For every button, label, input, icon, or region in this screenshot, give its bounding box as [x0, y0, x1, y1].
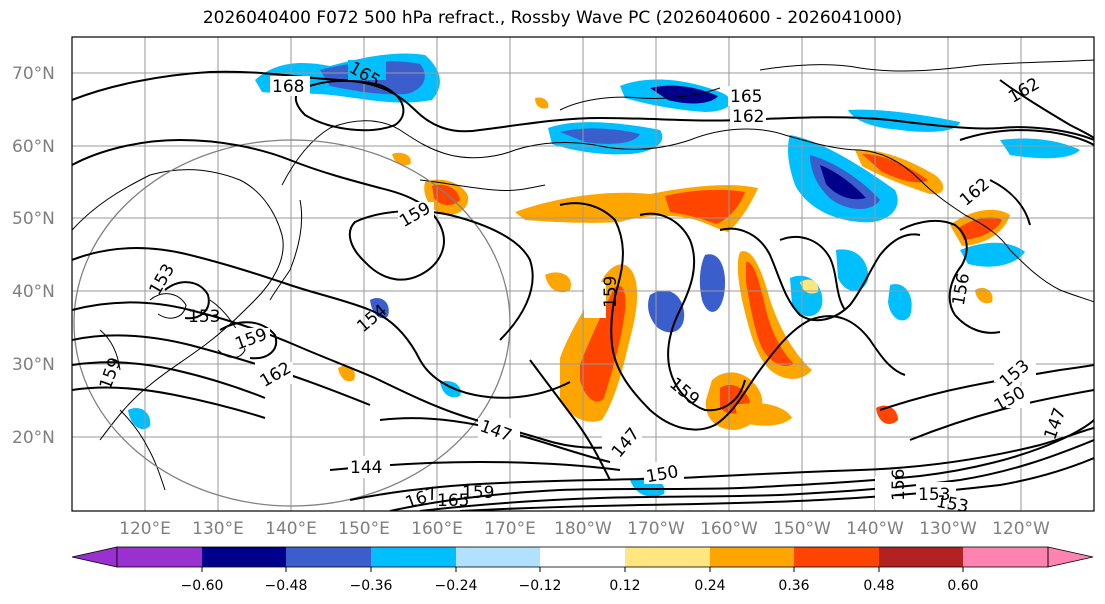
lon-label: 170°W: [627, 519, 685, 539]
neg-patch: [650, 85, 718, 104]
contour-label: 165: [437, 491, 469, 511]
lon-label: 140°E: [265, 519, 317, 539]
contour-label: 156: [889, 469, 909, 501]
lon-label: 160°W: [700, 519, 758, 539]
pos-patch: [735, 403, 792, 426]
pos-patch: [665, 189, 745, 224]
pos-patch: [958, 217, 1002, 240]
lon-label: 150°E: [338, 519, 390, 539]
contour-label: 153: [188, 307, 220, 327]
lat-label: 70°N: [12, 64, 55, 84]
latitude-labels: 70°N 60°N 50°N 40°N 30°N 20°N: [12, 64, 55, 448]
colorbar-label: −0.48: [265, 578, 308, 594]
neg-patch: [1000, 138, 1080, 159]
colorbar-extend-left: [71, 546, 118, 568]
longitude-labels: 120°E 130°E 140°E 150°E 160°E 170°E 180°…: [119, 519, 1050, 539]
contour-label: 162: [732, 107, 764, 127]
lat-label: 40°N: [12, 282, 55, 302]
contour-label: 159: [601, 276, 621, 308]
pos-patch: [975, 287, 993, 304]
pos-patch: [862, 154, 928, 183]
colorbar-label: 0.12: [609, 578, 640, 594]
colorbar-label: 0.24: [694, 578, 725, 594]
colorbar-extend-right: [1047, 546, 1094, 568]
colorbar-segment: [456, 547, 540, 567]
colorbar-segment: [963, 547, 1048, 567]
neg-patch: [820, 165, 866, 200]
colorbar-segment: [710, 547, 794, 567]
pos-patch: [580, 285, 626, 402]
lon-label: 120°E: [119, 519, 171, 539]
colorbar-label: −0.12: [519, 578, 562, 594]
neg-patch: [699, 254, 726, 312]
pos-patch: [338, 365, 355, 382]
pos-patch: [545, 272, 571, 293]
colorbar: −0.60 −0.48 −0.36 −0.24 −0.12 0.12 0.24 …: [71, 546, 1094, 594]
pos-patch: [800, 279, 819, 294]
lat-label: 50°N: [12, 209, 55, 229]
contour-label: 159: [462, 483, 494, 503]
pos-patch: [535, 97, 549, 109]
colorbar-label: −0.24: [435, 578, 478, 594]
pos-patch: [746, 261, 794, 367]
contour-label: 153: [918, 485, 950, 505]
colorbar-segment: [625, 547, 710, 567]
lon-label: 140°W: [846, 519, 904, 539]
neg-patch: [888, 284, 912, 321]
colorbar-segment: [286, 547, 371, 567]
colorbar-segment: [794, 547, 879, 567]
graticule: [72, 37, 1094, 511]
coastlines: [72, 59, 1094, 491]
colorbar-segment: [117, 547, 202, 567]
colorbar-label: 0.48: [863, 578, 894, 594]
colorbar-label: 0.60: [947, 578, 978, 594]
contour-label: 153: [935, 492, 970, 517]
neg-patch: [370, 297, 389, 319]
lon-label: 180°W: [554, 519, 612, 539]
colorbar-segment: [202, 547, 286, 567]
contour-label: 168: [272, 77, 304, 97]
lon-label: 130°W: [919, 519, 977, 539]
neg-patch: [836, 249, 869, 292]
colorbar-segment: [371, 547, 456, 567]
map-title: 2026040400 F072 500 hPa refract., Rossby…: [202, 8, 903, 28]
neg-patch: [560, 128, 640, 144]
lat-label: 30°N: [12, 355, 55, 375]
map-frame: [71, 36, 1095, 512]
colorbar-label: −0.60: [181, 578, 224, 594]
lon-label: 160°E: [411, 519, 463, 539]
lon-label: 120°W: [992, 519, 1050, 539]
colorbar-segment: [879, 547, 963, 567]
lon-label: 150°W: [773, 519, 831, 539]
lat-label: 60°N: [12, 137, 55, 157]
contour-label: 165: [730, 87, 762, 107]
colorbar-label: 0.36: [778, 578, 809, 594]
colorbar-segment: [540, 547, 625, 567]
reference-circle: [73, 139, 511, 507]
lat-label: 20°N: [12, 428, 55, 448]
lon-label: 130°E: [192, 519, 244, 539]
contour-label: 144: [350, 458, 382, 478]
colorbar-label: −0.36: [350, 578, 393, 594]
lon-label: 170°E: [484, 519, 536, 539]
